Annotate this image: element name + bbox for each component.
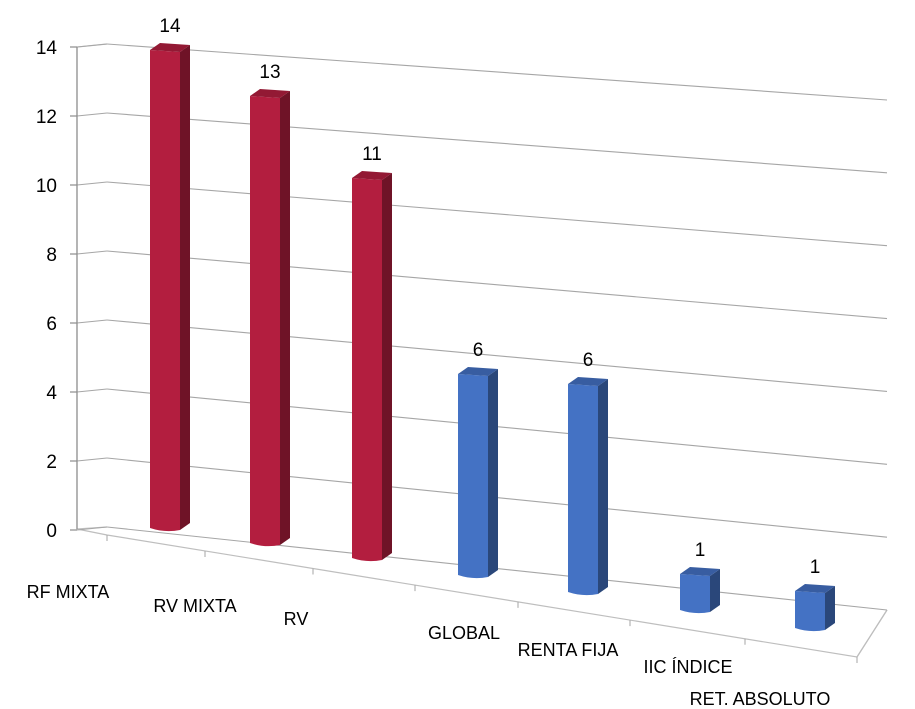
data-label: 1: [810, 557, 821, 578]
bar-top: [352, 171, 392, 180]
category-label: RV: [284, 609, 309, 629]
y-axis: 0 2 4 6 8 10 12 14: [36, 38, 78, 542]
data-label: 11: [362, 144, 382, 165]
bar-top: [795, 584, 835, 593]
category-label: GLOBAL: [428, 623, 500, 643]
y-tick-label: 0: [46, 521, 57, 542]
gridline-side: [76, 250, 108, 255]
bar: [352, 171, 392, 562]
gridline: [106, 319, 888, 392]
bar-side: [382, 173, 392, 560]
bar: [150, 43, 190, 532]
gridline-side: [76, 388, 108, 393]
bars: [150, 43, 835, 632]
category-label: RF MIXTA: [27, 582, 110, 602]
bar: [250, 89, 290, 547]
y-tick-label: 12: [36, 107, 57, 128]
gridline: [106, 112, 888, 174]
gridline: [106, 181, 888, 247]
bar-top: [568, 377, 608, 386]
category-label: RET. ABSOLUTO: [690, 689, 831, 709]
bar-front: [150, 50, 180, 532]
bar-front: [352, 178, 382, 562]
y-tick-label: 14: [36, 38, 58, 59]
data-label: 14: [159, 16, 181, 37]
bar-top: [680, 567, 720, 576]
y-tick-label: 6: [46, 314, 57, 335]
bar-top: [458, 367, 498, 376]
category-labels: RF MIXTA RV MIXTA RV GLOBAL RENTA FIJA IIC ÍN…: [27, 535, 858, 709]
data-label: 1: [695, 540, 706, 561]
y-tick-label: 2: [46, 452, 57, 473]
category-label: RV MIXTA: [153, 596, 236, 616]
bar-front: [458, 374, 488, 579]
gridline: [106, 250, 888, 320]
gridline-side: [76, 43, 108, 48]
gridline-side: [76, 526, 108, 531]
gridline-side: [76, 457, 108, 462]
side-wall: [76, 43, 108, 530]
floor-right-edge: [856, 609, 888, 658]
data-label: 13: [259, 62, 280, 83]
y-tick-label: 8: [46, 245, 57, 266]
bar-side: [180, 45, 190, 530]
bar-top: [150, 43, 190, 52]
gridline-side: [76, 181, 108, 186]
gridline-side: [76, 319, 108, 324]
bar: [568, 377, 608, 596]
bar-front: [568, 384, 598, 596]
bar-front: [795, 591, 825, 632]
y-tick-label: 10: [36, 176, 57, 197]
bar-side: [598, 379, 608, 594]
bar-side: [280, 91, 290, 545]
bar-side: [488, 369, 498, 577]
bar-side: [825, 586, 835, 630]
data-label: 6: [583, 350, 594, 371]
bar: [795, 584, 835, 632]
bar-top: [250, 89, 290, 98]
category-label: IIC ÍNDICE: [643, 657, 732, 677]
category-label: RENTA FIJA: [518, 640, 619, 660]
bar-side: [710, 569, 720, 612]
bar: [680, 567, 720, 614]
bar-front: [250, 96, 280, 547]
gridline: [106, 43, 888, 101]
bar-front: [680, 574, 710, 614]
gridline-side: [76, 112, 108, 117]
data-label: 6: [473, 340, 484, 361]
y-tick-label: 4: [46, 383, 57, 404]
bar: [458, 367, 498, 579]
